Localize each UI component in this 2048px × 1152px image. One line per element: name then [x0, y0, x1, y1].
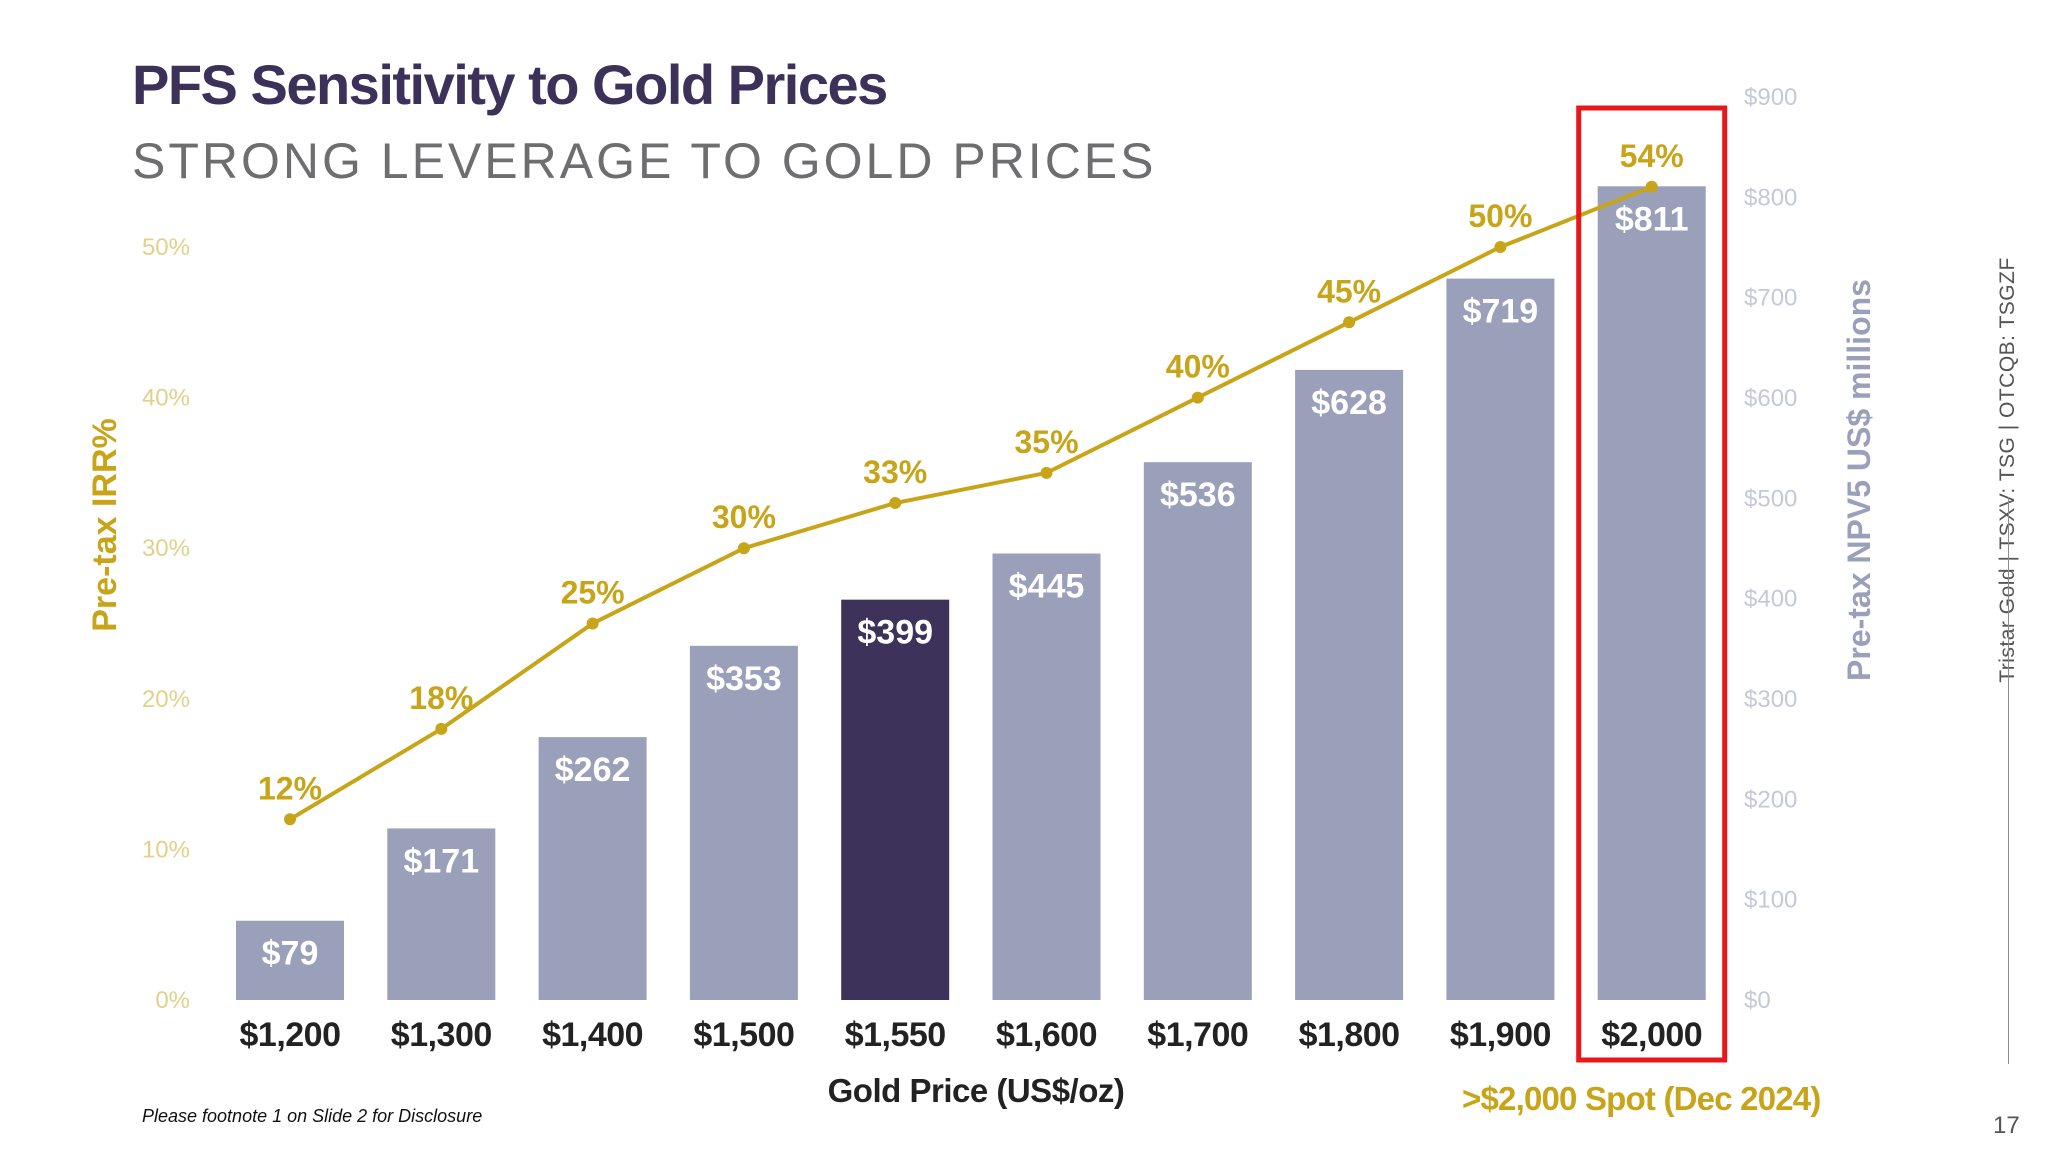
x-category-label: $2,000: [1601, 1016, 1702, 1054]
irr-point: [1191, 391, 1204, 404]
irr-value-label: 33%: [863, 454, 927, 490]
x-category-label: $1,200: [240, 1016, 341, 1054]
disclosure-footnote: Please footnote 1 on Slide 2 for Disclos…: [142, 1106, 483, 1126]
bar-value-label: $536: [1160, 476, 1236, 514]
irr-value-label: 12%: [258, 770, 322, 806]
irr-point: [435, 722, 448, 735]
right-axis-tick-label: $300: [1744, 686, 1797, 713]
bar: [1446, 278, 1555, 1000]
x-category-label: $1,800: [1299, 1016, 1400, 1054]
irr-value-label: 25%: [561, 575, 625, 611]
right-axis-tick-label: $400: [1744, 586, 1797, 613]
right-axis-title: Pre-tax NPV5 US$ millions: [1841, 279, 1877, 681]
x-category-label: $1,900: [1450, 1016, 1551, 1054]
left-axis-tick-label: 0%: [155, 987, 190, 1014]
x-category-label: $1,400: [542, 1016, 643, 1054]
bar: [1597, 186, 1706, 1001]
x-category-label: $1,550: [845, 1016, 946, 1054]
bar-value-label: $445: [1009, 568, 1085, 606]
right-axis-tick-label: $900: [1744, 84, 1797, 111]
slide-subtitle: STRONG LEVERAGE TO GOLD PRICES: [132, 133, 1157, 189]
left-axis-tick-label: 40%: [142, 385, 190, 412]
right-axis-tick-label: $200: [1744, 786, 1797, 813]
irr-point: [284, 813, 296, 826]
bar: [1143, 462, 1252, 1000]
bar-value-label: $399: [857, 614, 933, 652]
left-axis-tick-label: 50%: [142, 234, 190, 261]
irr-value-label: 40%: [1166, 349, 1230, 385]
bar: [689, 645, 798, 1000]
spot-price-note: >$2,000 Spot (Dec 2024): [1462, 1080, 1821, 1117]
highlight-box: [1576, 105, 1728, 1063]
bar: [387, 828, 496, 1000]
side-divider: [2008, 497, 2009, 1064]
left-axis-tick-label: 30%: [142, 535, 190, 562]
x-category-label: $1,500: [693, 1016, 794, 1054]
irr-point: [1040, 466, 1053, 479]
bar-value-label: $811: [1615, 200, 1689, 238]
right-axis-tick-label: $800: [1744, 184, 1797, 211]
irr-value-label: 35%: [1014, 424, 1078, 460]
irr-point: [1494, 241, 1507, 253]
irr-value-label: 45%: [1317, 273, 1381, 309]
bar-value-label: $719: [1463, 293, 1539, 331]
x-category-label: $1,600: [996, 1016, 1097, 1054]
slide-title: PFS Sensitivity to Gold Prices: [132, 53, 888, 116]
right-axis-tick-label: $500: [1744, 485, 1797, 512]
irr-point: [1645, 180, 1658, 193]
irr-line: [288, 184, 1653, 821]
irr-value-label: 50%: [1468, 198, 1532, 234]
irr-value-label: 30%: [712, 499, 776, 535]
bar-value-label: $171: [403, 842, 479, 880]
bar: [538, 737, 647, 1000]
x-category-label: $1,300: [391, 1016, 492, 1054]
irr-point: [586, 617, 599, 630]
bar-value-label: $262: [555, 751, 631, 789]
irr-point: [737, 542, 750, 555]
irr-value-label: 18%: [409, 680, 473, 716]
bar-value-label: $353: [706, 660, 782, 698]
irr-point: [1343, 316, 1356, 329]
x-axis-title: Gold Price (US$/oz): [828, 1072, 1125, 1109]
right-axis-tick-label: $600: [1744, 385, 1797, 412]
irr-point: [889, 497, 902, 510]
irr-value-label: 54%: [1620, 138, 1684, 174]
left-axis-title: Pre-tax IRR%: [86, 418, 124, 632]
bar-value-label: $79: [262, 935, 319, 973]
bar-value-label: $628: [1311, 384, 1387, 422]
x-category-label: $1,700: [1147, 1016, 1248, 1054]
bar: [236, 920, 344, 1000]
bar: [1295, 369, 1404, 1000]
left-axis-tick-label: 10%: [142, 836, 190, 863]
page-number: 17: [1993, 1112, 2020, 1139]
bar: [992, 553, 1101, 1000]
right-axis-tick-label: $100: [1744, 887, 1797, 914]
right-axis-tick-label: $700: [1744, 285, 1797, 312]
bar: [841, 599, 950, 1000]
left-axis-tick-label: 20%: [142, 686, 190, 713]
right-axis-tick-label: $0: [1744, 987, 1771, 1014]
